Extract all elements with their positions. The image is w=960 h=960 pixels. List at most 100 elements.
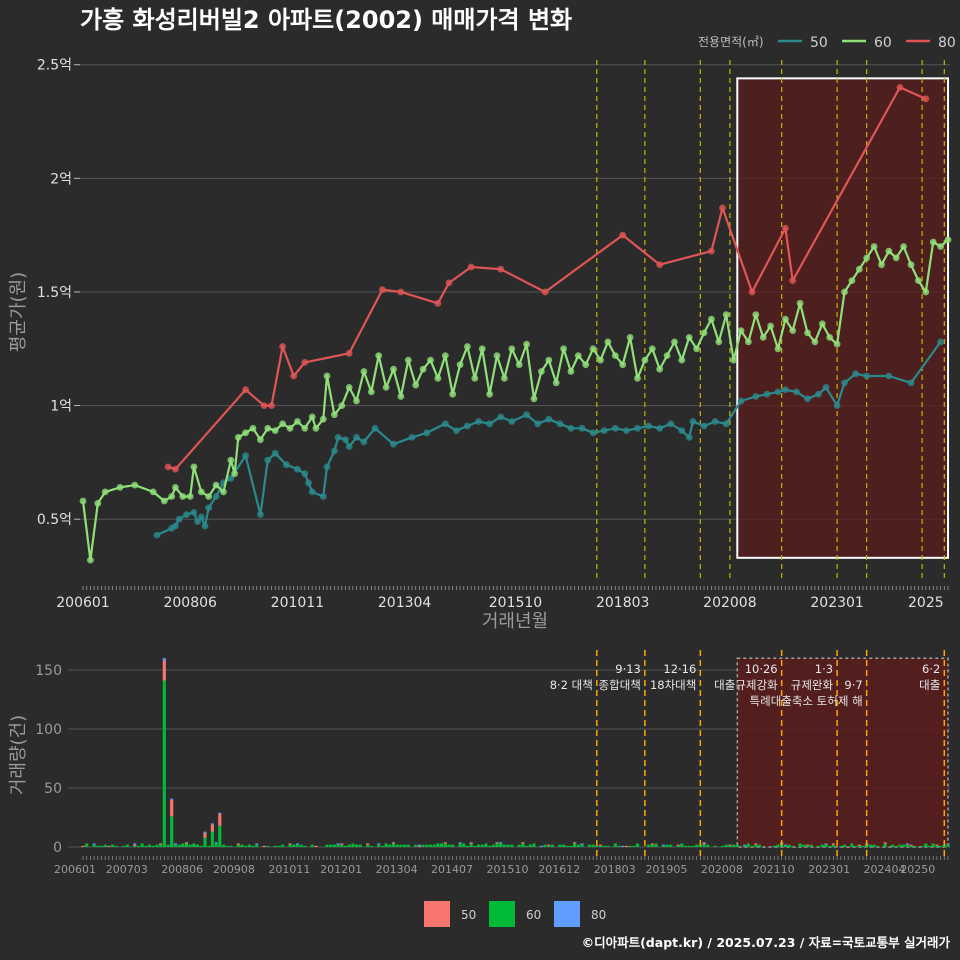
volume-x-tick-label: 202404 (864, 863, 906, 876)
series-legend: 전용면적(㎡) 50 60 80 (698, 35, 956, 51)
volume-bar-60 (221, 844, 226, 847)
data-point-80 (619, 231, 627, 239)
volume-panel: 8·2 대책 9·13 종합대책 12·16 18차대책 10·26 대출규제강화 1·3 규제… (8, 650, 950, 876)
price-y-tick-label: 1억 (50, 399, 72, 415)
data-point-50 (423, 429, 431, 437)
data-point-50 (308, 488, 316, 496)
data-point-50 (863, 372, 871, 380)
volume-bar-60 (329, 844, 333, 847)
volume-bar-60 (787, 844, 791, 847)
volume-bar-60 (547, 845, 551, 847)
policy-annotation: 대출 (919, 678, 940, 692)
data-point-50 (319, 493, 327, 500)
volume-bar-50 (831, 843, 835, 845)
volume-bar-60 (310, 844, 314, 847)
volume-bar-60 (414, 844, 418, 847)
volume-bar-60 (425, 844, 429, 847)
volume-bar-60 (192, 843, 196, 847)
volume-bar-80 (377, 843, 381, 845)
data-point-60 (331, 411, 338, 419)
volume-bar-60 (743, 845, 747, 847)
data-point-50 (815, 390, 822, 398)
volume-bar-60 (203, 837, 207, 847)
volume-bar-50 (314, 845, 318, 847)
data-point-60 (101, 488, 109, 496)
volume-bar-60 (177, 844, 181, 847)
volume-bar-60 (125, 844, 129, 847)
volume-bar-60 (783, 845, 787, 847)
data-point-50 (833, 402, 841, 409)
volume-bar-60 (495, 843, 499, 847)
volume-bar-60 (343, 845, 348, 847)
volume-bar-50 (624, 845, 628, 847)
volume-bar-80 (417, 844, 421, 846)
volume-x-tick-label: 202008 (701, 863, 743, 876)
volume-bar-60 (325, 844, 329, 847)
data-point-50 (774, 388, 782, 396)
volume-bar-60 (111, 844, 115, 847)
data-point-60 (116, 484, 124, 491)
volume-bar-60 (251, 845, 255, 847)
volume-bar-60 (809, 844, 813, 847)
data-point-60 (360, 368, 368, 375)
data-point-60 (538, 368, 545, 375)
data-point-50 (194, 518, 202, 525)
volume-x-tick-label: 201407 (431, 863, 473, 876)
price-x-tick-label: 2025 (908, 595, 944, 611)
volume-bar-50 (236, 843, 240, 845)
volume-bar-60 (713, 845, 717, 847)
volume-bar-60 (898, 844, 902, 847)
volume-bar-60 (839, 845, 843, 847)
volume-bar-60 (188, 844, 192, 847)
price-y-tick-label: 2.5억 (37, 58, 72, 74)
data-point-60 (338, 402, 346, 409)
volume-bar-60 (255, 844, 259, 847)
volume-x-tick-label: 201011 (268, 863, 310, 876)
data-point-60 (501, 374, 508, 382)
data-point-60 (279, 420, 286, 428)
volume-bar-50 (443, 842, 447, 844)
data-point-60 (353, 397, 360, 405)
volume-bar-60 (587, 844, 592, 847)
data-point-60 (160, 497, 168, 505)
data-point-80 (301, 359, 309, 366)
volume-bar-80 (203, 831, 207, 833)
volume-bar-60 (824, 844, 828, 847)
volume-x-tick-label: 201905 (645, 863, 687, 876)
data-point-50 (667, 420, 675, 428)
volume-bar-60 (927, 845, 932, 847)
volume-bar-60 (894, 845, 898, 847)
volume-bar-60 (136, 845, 141, 847)
data-point-60 (663, 352, 671, 359)
volume-y-tick-label: 0 (53, 840, 62, 856)
data-point-60 (94, 499, 102, 507)
data-point-60 (574, 352, 582, 359)
data-point-50 (678, 427, 686, 434)
volume-bar-50 (159, 843, 163, 845)
volume-bar-60 (214, 843, 218, 847)
volume-bar-80 (295, 843, 299, 845)
data-point-60 (186, 493, 194, 500)
volume-bar-80 (210, 823, 214, 825)
x-axis-title: 거래년월 (482, 611, 548, 632)
data-point-60 (319, 415, 327, 423)
volume-bar-60 (565, 845, 569, 847)
data-point-60 (375, 352, 383, 359)
volume-bar-60 (488, 845, 492, 847)
volume-bar-60 (528, 844, 532, 847)
data-point-60 (833, 340, 841, 348)
volume-bar-60 (691, 845, 695, 847)
volume-bar-60 (732, 844, 736, 847)
volume-bar-60 (543, 844, 547, 847)
data-point-60 (922, 288, 930, 296)
volume-highlight-box (736, 657, 949, 848)
volume-bar-60 (683, 845, 688, 847)
price-highlight-rect (736, 77, 949, 559)
volume-bar-80 (702, 842, 706, 844)
data-point-80 (497, 265, 505, 273)
volume-bar-60 (299, 844, 303, 847)
volume-bar-60 (805, 845, 810, 847)
volume-bar-80 (133, 843, 137, 845)
volume-bar-60 (576, 844, 580, 847)
volume-bar-60 (207, 845, 211, 847)
